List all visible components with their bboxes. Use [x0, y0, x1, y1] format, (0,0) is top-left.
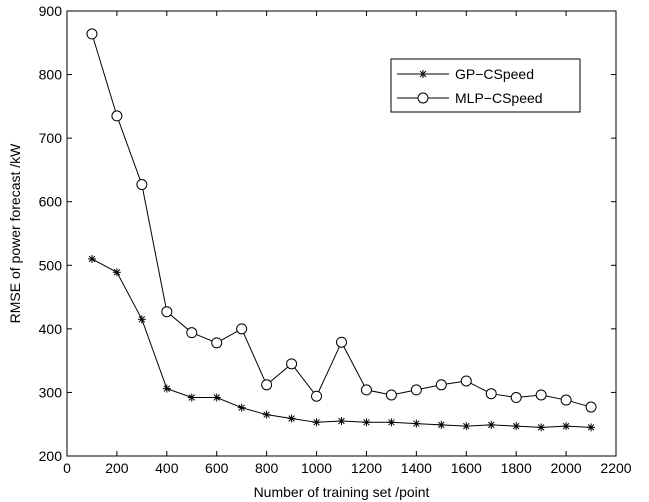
data-point-circle — [161, 306, 173, 318]
legend-marker-circle — [417, 92, 429, 104]
y-tick-label: 900 — [39, 3, 63, 19]
x-tick-label: 600 — [205, 460, 229, 476]
plot-frame — [66, 10, 617, 457]
data-point-asterisk — [537, 423, 546, 432]
x-tick-label: 1800 — [501, 460, 532, 476]
data-point-circle — [111, 110, 123, 122]
data-point-circle — [136, 179, 148, 191]
y-tick-label: 800 — [39, 67, 63, 83]
data-point-circle — [385, 389, 397, 401]
y-tick-label: 400 — [39, 321, 63, 337]
data-point-circle — [360, 384, 372, 396]
data-point-asterisk — [112, 268, 121, 277]
data-point-circle — [336, 336, 347, 348]
plot-area — [66, 10, 617, 457]
data-point-asterisk — [187, 393, 196, 402]
x-tick-label: 800 — [255, 460, 279, 476]
x-tick-label: 2000 — [551, 460, 582, 476]
data-point-asterisk — [587, 423, 596, 432]
data-point-circle — [286, 358, 298, 370]
legend-label: MLP−CSpeed — [455, 90, 543, 106]
data-point-asterisk — [262, 410, 271, 419]
data-point-asterisk — [562, 422, 571, 431]
data-point-asterisk — [512, 422, 521, 431]
y-tick-label: 600 — [39, 194, 63, 210]
y-tick-label: 700 — [39, 130, 63, 146]
y-axis-label: RMSE of power forecast /kW — [7, 143, 23, 324]
x-tick-label: 400 — [155, 460, 179, 476]
data-point-asterisk — [337, 417, 346, 426]
legend-label: GP−CSpeed — [455, 66, 534, 82]
data-point-circle — [535, 389, 547, 401]
data-point-asterisk — [212, 393, 221, 402]
data-point-asterisk — [137, 315, 146, 324]
data-point-circle — [435, 379, 447, 391]
x-tick-label: 2200 — [600, 460, 631, 476]
y-axis: 200 300 400 500 600 700 800 900 — [39, 3, 616, 464]
data-point-asterisk — [287, 414, 296, 423]
data-point-circle — [485, 388, 497, 400]
x-tick-label: 1600 — [451, 460, 482, 476]
data-point-circle — [261, 379, 273, 391]
data-point-asterisk — [362, 418, 371, 427]
legend: GP−CSpeed MLP−CSpeed — [390, 58, 581, 113]
data-point-asterisk — [312, 418, 321, 427]
data-point-asterisk — [437, 420, 446, 429]
legend-marker-asterisk — [419, 70, 427, 78]
y-tick-label: 300 — [39, 384, 63, 400]
data-point-circle — [86, 28, 98, 40]
data-point-asterisk — [412, 419, 421, 428]
x-tick-label: 200 — [105, 460, 129, 476]
x-axis-label: Number of training set /point — [254, 484, 430, 500]
y-tick-label: 200 — [39, 448, 63, 464]
data-point-circle — [186, 327, 198, 339]
x-tick-label: 0 — [63, 460, 71, 476]
x-tick-label: 1000 — [301, 460, 332, 476]
data-point-asterisk — [87, 254, 96, 263]
data-point-circle — [560, 394, 572, 406]
series-layer — [86, 28, 597, 432]
data-point-circle — [510, 392, 522, 404]
x-axis: 0 200 400 600 800 1000 1200 1400 1600 1800 2000 220… — [63, 11, 632, 476]
data-point-asterisk — [487, 420, 496, 429]
data-point-asterisk — [462, 422, 471, 431]
y-tick-label: 500 — [39, 257, 63, 273]
data-point-circle — [311, 390, 323, 402]
x-tick-label: 1200 — [351, 460, 382, 476]
data-point-asterisk — [162, 384, 171, 393]
data-point-circle — [460, 375, 472, 387]
data-point-asterisk — [387, 418, 396, 427]
data-point-circle — [410, 384, 422, 396]
data-point-circle — [585, 401, 597, 413]
data-point-circle — [236, 323, 248, 335]
data-point-circle — [211, 337, 223, 349]
data-point-asterisk — [237, 403, 246, 412]
x-tick-label: 1400 — [401, 460, 432, 476]
